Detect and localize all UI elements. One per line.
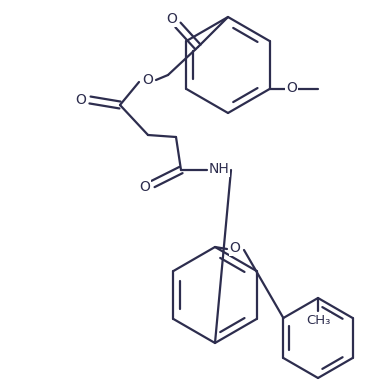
Text: O: O xyxy=(76,93,87,107)
Text: O: O xyxy=(167,12,178,26)
Text: NH: NH xyxy=(209,162,229,176)
Text: O: O xyxy=(142,73,153,87)
Text: O: O xyxy=(140,180,150,194)
Text: O: O xyxy=(286,81,297,95)
Text: CH₃: CH₃ xyxy=(306,314,330,326)
Text: O: O xyxy=(229,241,241,255)
